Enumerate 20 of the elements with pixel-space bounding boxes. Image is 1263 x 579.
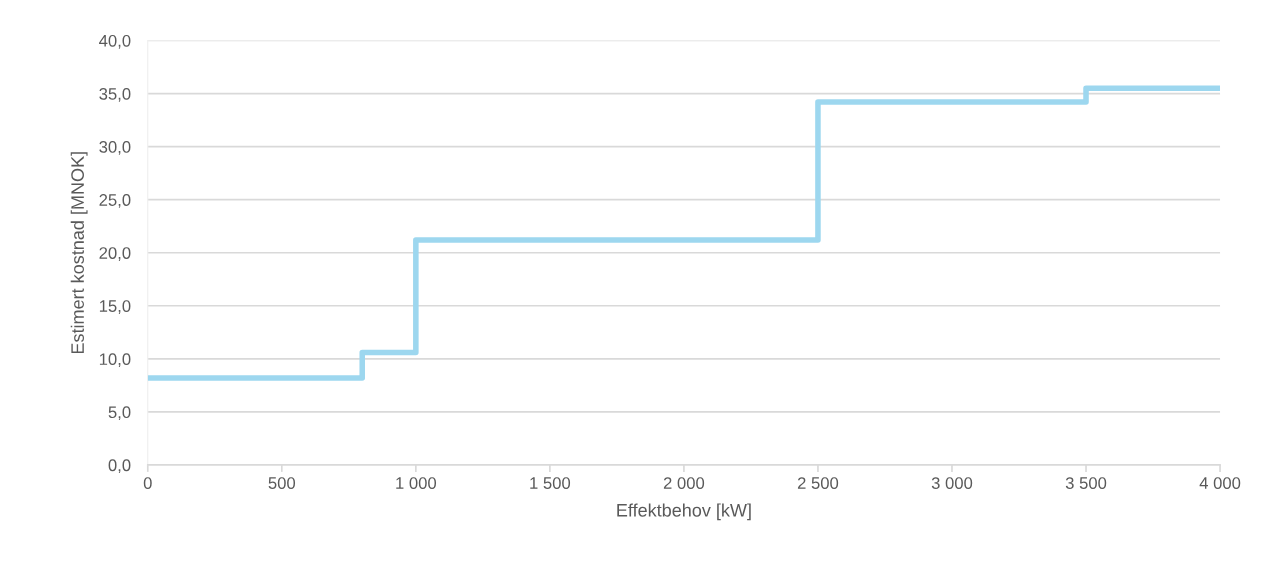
y-tick-label: 15,0	[99, 300, 131, 314]
x-tick-label: 4 000	[1199, 477, 1241, 489]
x-tick-label: 500	[268, 477, 296, 489]
x-tick-label: 3 000	[931, 477, 973, 489]
x-tick-label: 1 000	[396, 477, 437, 489]
y-tick-label: 30,0	[99, 141, 131, 155]
x-tick-label: 1 500	[530, 477, 571, 489]
y-tick-label: 40,0	[99, 34, 131, 49]
x-tick-label: 3 500	[1065, 477, 1107, 489]
y-tick-label: 25,0	[99, 194, 131, 208]
y-axis-title: Estimert kostnad [MNOK]	[70, 152, 88, 354]
x-tick-label: 2 000	[663, 477, 705, 489]
x-tick-label: 0	[143, 477, 152, 489]
x-tick-label: 2 500	[797, 477, 839, 489]
y-tick-label: 0,0	[108, 459, 131, 474]
y-tick-label: 5,0	[108, 406, 131, 421]
y-tick-label: 20,0	[99, 247, 131, 261]
x-axis-title: Effektbehov [kW]	[617, 503, 751, 521]
y-tick-label: 10,0	[99, 353, 131, 368]
y-tick-label: 35,0	[99, 87, 131, 102]
